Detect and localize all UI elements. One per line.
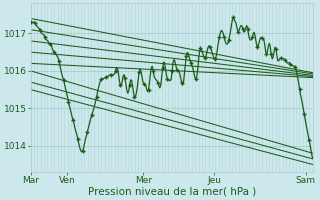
X-axis label: Pression niveau de la mer( hPa ): Pression niveau de la mer( hPa ) [88, 187, 256, 197]
